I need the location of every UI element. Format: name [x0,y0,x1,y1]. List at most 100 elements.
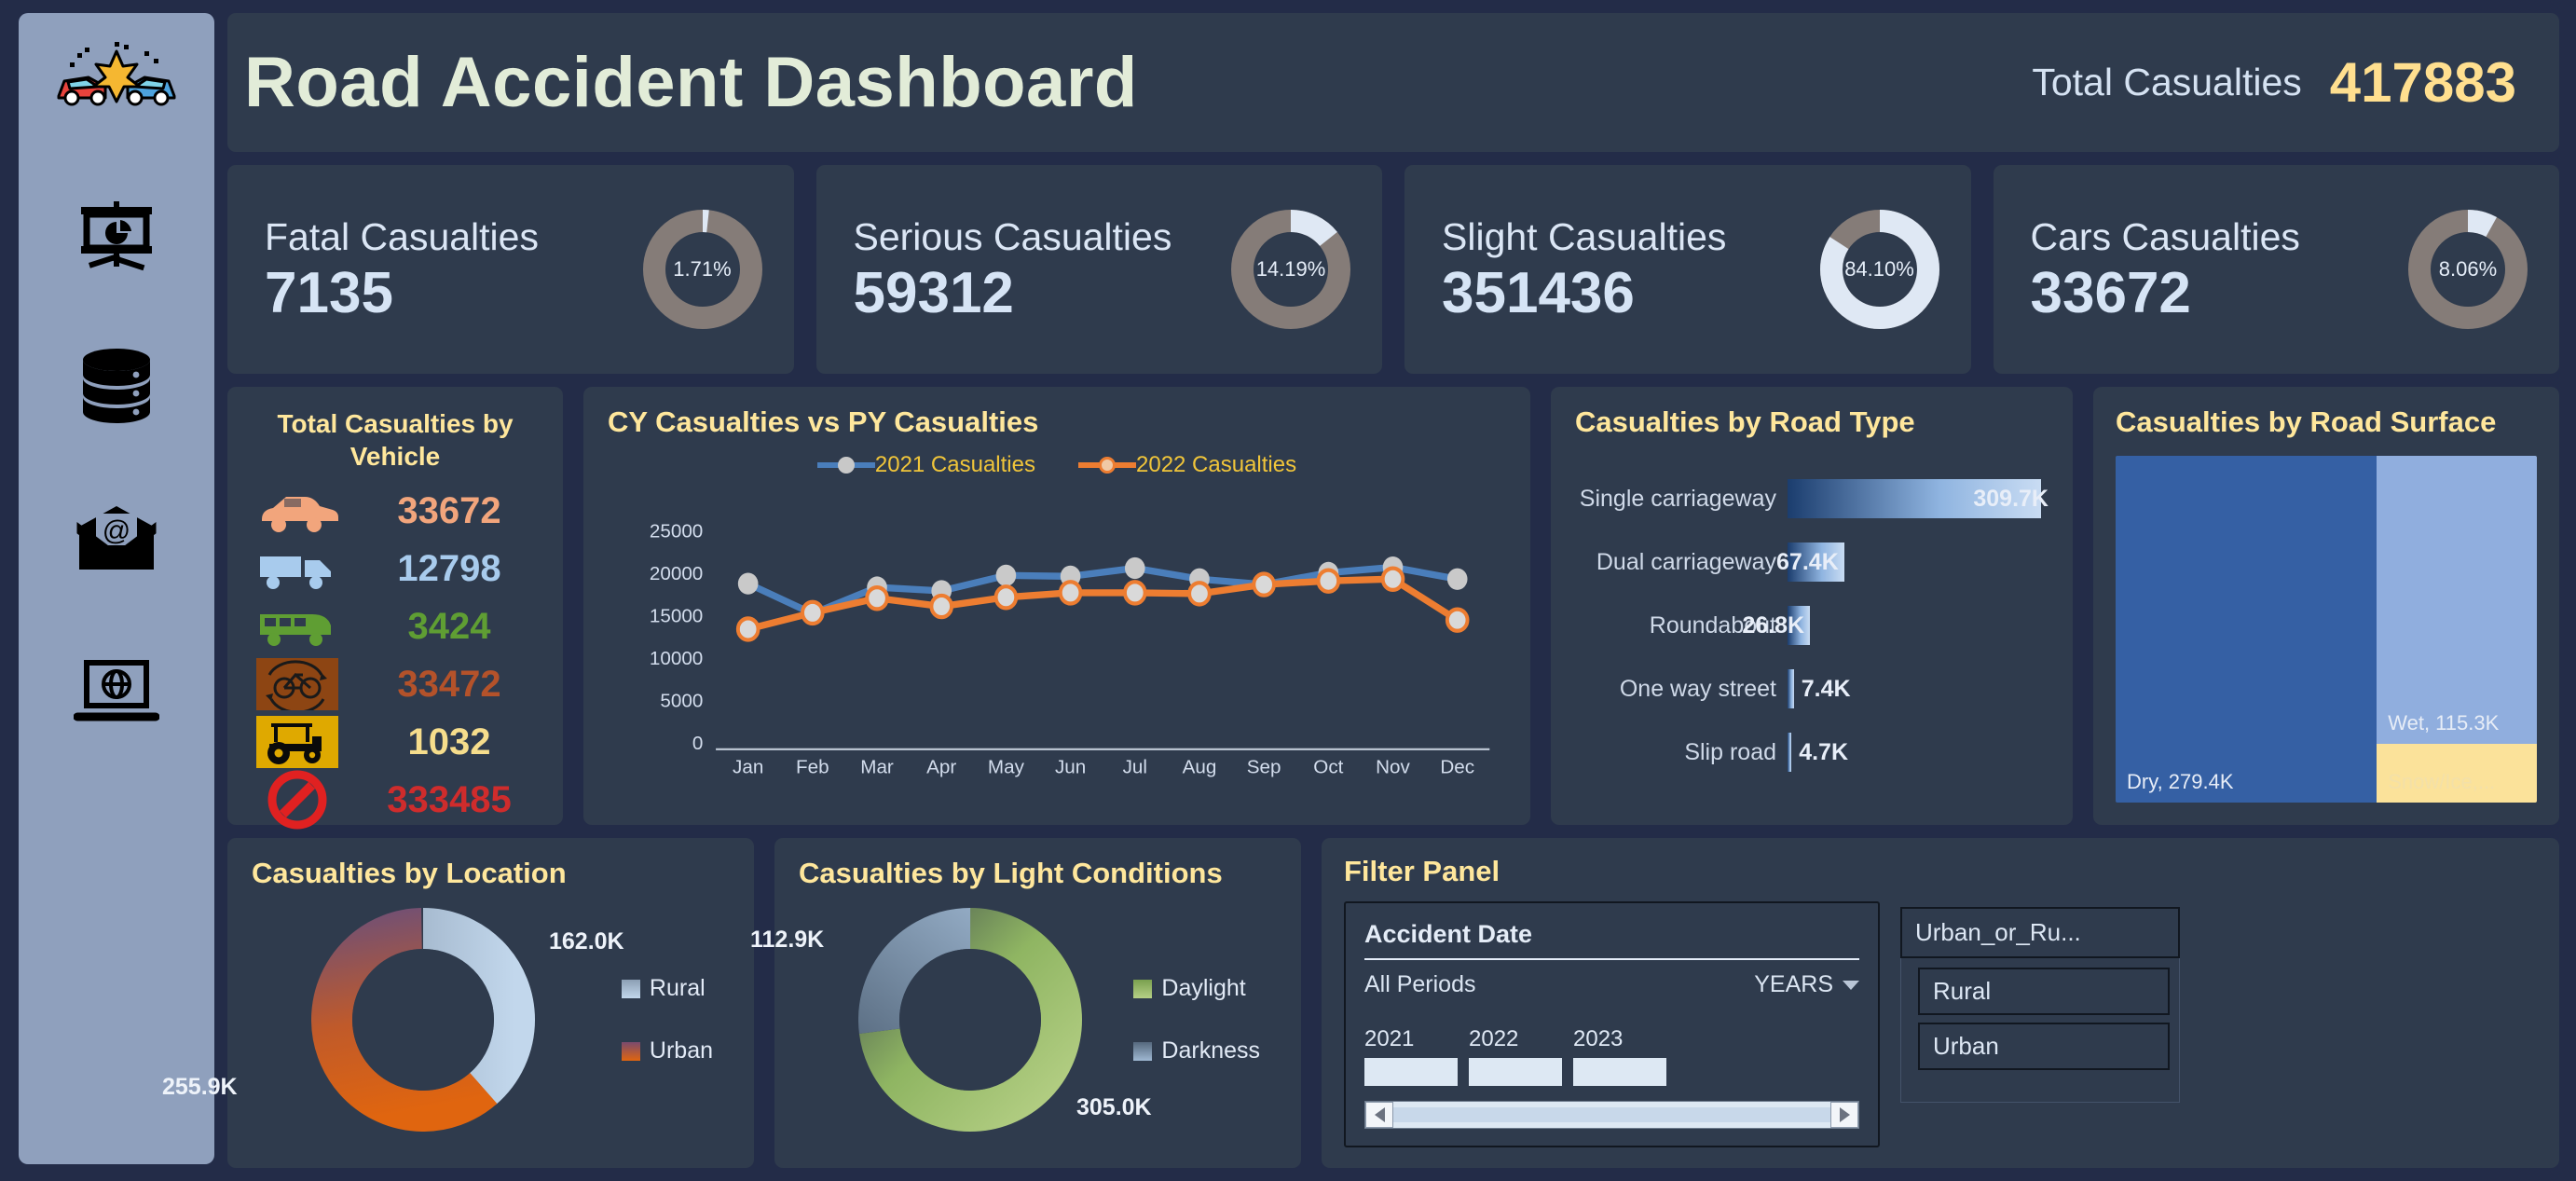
bottom-row: Casualties by Location [162,838,2559,1168]
vehicle-row-bike: 33472 [252,655,539,713]
legend-label: Daylight [1161,975,1246,1001]
triangle-right-icon [1839,1107,1850,1122]
year-item-2021[interactable]: 2021 [1364,1026,1458,1086]
svg-text:Apr: Apr [926,757,956,778]
bar-label: One way street [1619,675,1776,702]
treemap-tile-snow[interactable]: Snow/Ice,... [2377,743,2537,803]
middle-row: Total Casualties by Vehicle 33672 [227,387,2559,830]
legend-item-2022[interactable]: 2022 Casualties [1078,452,1296,478]
svg-text:Sep: Sep [1247,757,1281,778]
kpi-percent: 14.19% [1255,257,1326,282]
legend-item-rural[interactable]: Rural [621,975,713,1002]
donut-value-darkness: 112.9K [750,927,825,953]
svg-text:15000: 15000 [650,606,703,627]
svg-text:Mar: Mar [860,757,894,778]
year-label: 2022 [1469,1026,1519,1051]
date-scrollbar[interactable] [1364,1101,1859,1129]
year-label: 2021 [1364,1026,1415,1051]
donut-value-urban: 255.9K [162,1074,238,1100]
location-donut[interactable]: 162.0K 255.9K [162,908,624,1132]
legend-label: Urban [649,1037,713,1064]
vehicle-value: 33472 [397,663,501,705]
sidebar-item-database[interactable] [70,343,163,433]
bar-row[interactable]: One way street 7.4K [1575,669,2048,708]
accident-date-slicer[interactable]: Accident Date All Periods YEARS 2021 [1344,901,1880,1147]
svg-text:Jul: Jul [1123,757,1147,778]
year-box[interactable] [1573,1058,1666,1086]
vehicle-row-bus: 3424 [252,597,539,655]
kpi-card-serious[interactable]: Serious Casualties 59312 14.19% [815,165,1382,374]
legend-swatch-rural [621,979,640,998]
legend-item-darkness[interactable]: Darkness [1133,1037,1260,1064]
light-conditions-legend: Daylight Darkness [1133,975,1260,1064]
svg-text:0: 0 [692,733,703,754]
line-chart-legend: 2021 Casualties 2022 Casualties [608,452,1506,478]
sidebar-item-web[interactable] [70,649,163,738]
total-casualties-label: Total Casualties [2032,61,2302,104]
kpi-card-slight[interactable]: Slight Casualties 351436 84.10% [1404,165,1971,374]
legend-item-daylight[interactable]: Daylight [1133,975,1260,1002]
line-chart-labels: 0 5000 10000 15000 20000 25000 Jan Feb Mar Apr May… [650,520,1474,778]
svg-text:10000: 10000 [650,648,703,669]
year-item-2022[interactable]: 2022 [1469,1026,1562,1086]
light-conditions-donut[interactable]: 112.9K 305.0K [750,908,1152,1132]
legend-label: Rural [649,975,706,1001]
urban-rural-option-rural[interactable]: Rural [1918,968,2170,1015]
sidebar-item-email[interactable]: @ [70,496,163,585]
filter-panel: Filter Panel Accident Date All Periods Y… [1322,838,2559,1168]
tractor-icon [252,713,343,771]
svg-text:@: @ [103,515,130,546]
legend-swatch-urban [621,1041,640,1061]
scroll-left-button[interactable] [1365,1102,1393,1128]
year-item-2023[interactable]: 2023 [1573,1026,1666,1086]
kpi-card-fatal[interactable]: Fatal Casualties 7135 1.71% [227,165,794,374]
road-type-title: Casualties by Road Type [1575,405,1915,438]
bar-row[interactable]: Slip road 4.7K [1575,733,2048,772]
kpi-value: 59312 [853,261,1014,326]
legend-swatch-2021 [816,455,875,475]
kpi-donut: 14.19% [1231,210,1350,330]
svg-text:Jun: Jun [1055,757,1086,778]
vehicle-value: 3424 [407,605,491,647]
sidebar-item-presentation[interactable] [70,190,163,280]
donut-value-rural: 162.0K [549,928,624,954]
bar-row[interactable]: Dual carriageway 67.4K [1575,542,2048,582]
van-icon [252,540,343,597]
bar-label: Roundabout [1649,611,1776,639]
treemap-tile-dry[interactable]: Dry, 279.4K [2116,456,2377,803]
urban-rural-option-urban[interactable]: Urban [1918,1023,2170,1070]
vehicle-panel-title: Total Casualties by Vehicle [277,409,514,471]
treemap-tile-wet[interactable]: Wet, 115.3K [2377,456,2537,744]
scroll-right-button[interactable] [1830,1102,1858,1128]
kpi-percent: 8.06% [2438,257,2498,282]
vehicle-value: 33672 [397,489,501,531]
line-chart-title: CY Casualties vs PY Casualties [608,405,1039,438]
bar-value: 67.4K [1776,548,1839,575]
year-label: 2023 [1573,1026,1624,1051]
accident-date-granularity-dropdown[interactable]: YEARS [1754,971,1859,998]
scrollbar-track[interactable] [1393,1107,1830,1122]
kpi-label: Cars Casualties [2030,215,2300,259]
bar-row[interactable]: Single carriageway 309.7K [1575,479,2048,518]
granularity-label: YEARS [1754,971,1833,997]
kpi-card-cars[interactable]: Cars Casualties 33672 8.06% [1993,165,2559,374]
kpi-value: 33672 [2030,261,2191,326]
other-icon [252,770,343,830]
year-box[interactable] [1364,1058,1458,1086]
legend-item-2021[interactable]: 2021 Casualties [816,452,1035,478]
year-box[interactable] [1469,1058,1562,1086]
road-surface-title: Casualties by Road Surface [2116,405,2497,438]
bar-value: 7.4K [1801,675,1851,702]
kpi-percent: 84.10% [1844,257,1914,282]
bar-label: Single carriageway [1579,485,1776,512]
urban-rural-header[interactable]: Urban_or_Ru... [1900,907,2180,958]
kpi-donut: 84.10% [1819,210,1939,330]
kpi-value: 7135 [265,261,393,326]
bar-value: 26.8K [1742,611,1805,639]
legend-item-urban[interactable]: Urban [621,1037,713,1064]
vehicle-value: 12798 [397,547,501,589]
kpi-percent: 1.71% [673,257,732,282]
bar-row[interactable]: Roundabout 26.8K [1575,606,2048,645]
vehicle-row-tractor: 1032 [252,713,539,771]
